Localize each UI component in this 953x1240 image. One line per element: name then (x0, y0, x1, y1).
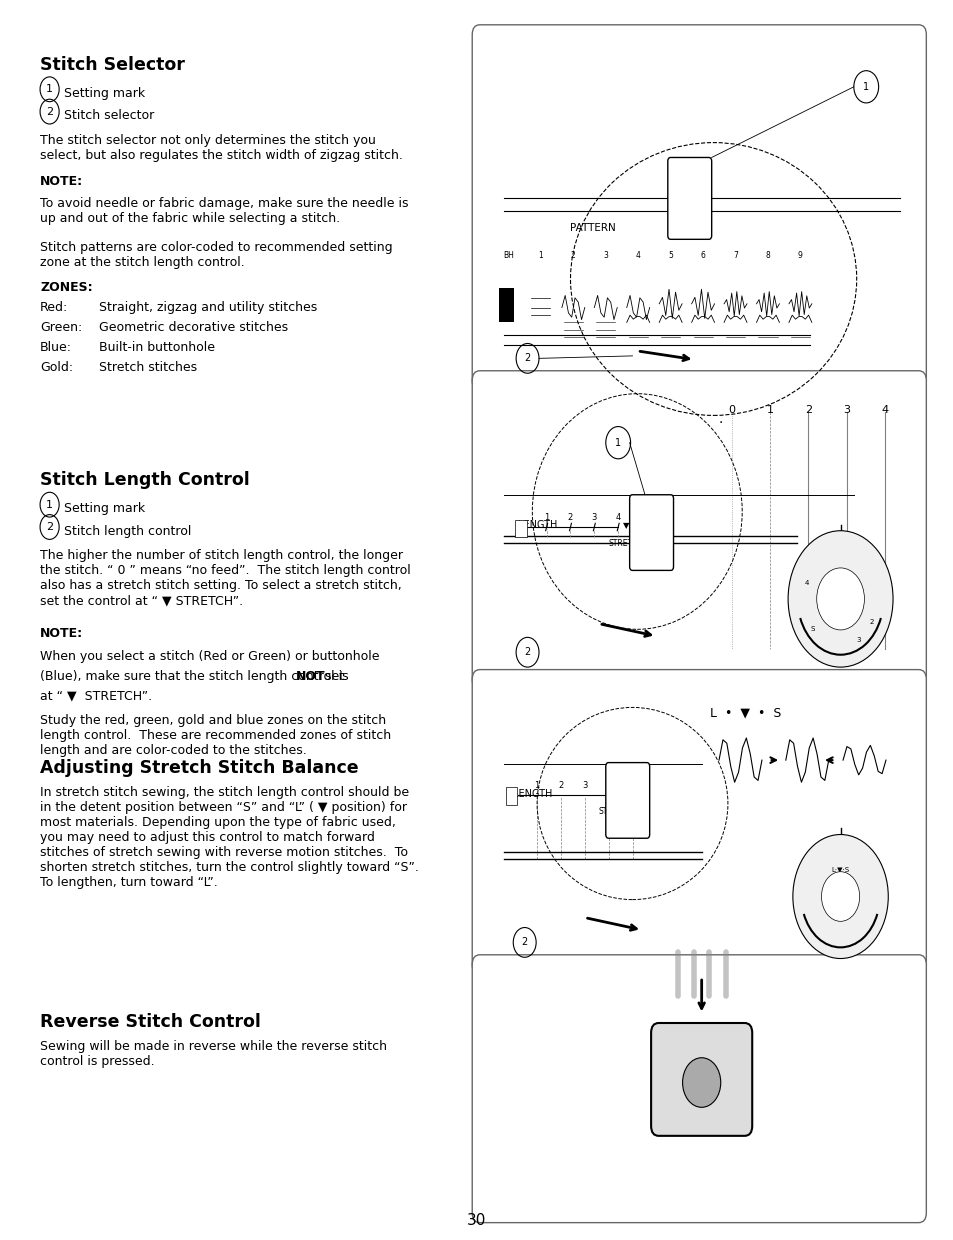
Text: 3: 3 (856, 636, 860, 642)
Text: 3: 3 (581, 781, 587, 790)
Circle shape (681, 1058, 720, 1107)
Text: LENGTH: LENGTH (513, 789, 552, 799)
Text: 0: 0 (519, 522, 525, 532)
Text: STRETCH: STRETCH (598, 807, 633, 816)
Text: The stitch selector not only determines the stitch you
select, but also regulate: The stitch selector not only determines … (40, 134, 402, 162)
FancyBboxPatch shape (472, 955, 925, 1223)
Text: Red:: Red: (40, 301, 69, 314)
Text: 4: 4 (635, 252, 640, 260)
Text: NOT: NOT (295, 670, 325, 682)
Text: 4: 4 (803, 580, 808, 585)
Text: Stretch stitches: Stretch stitches (99, 361, 197, 373)
Text: 2: 2 (869, 620, 873, 625)
Text: 4: 4 (881, 405, 887, 415)
Text: 1: 1 (534, 781, 539, 790)
Text: Stitch length control: Stitch length control (64, 525, 192, 537)
FancyBboxPatch shape (472, 670, 925, 975)
Text: 4: 4 (605, 781, 611, 790)
Text: 30: 30 (467, 1213, 486, 1228)
Text: 2: 2 (571, 252, 575, 260)
Text: 5: 5 (667, 252, 673, 260)
Text: 2: 2 (524, 353, 530, 363)
Text: Sewing will be made in reverse while the reverse stitch
control is pressed.: Sewing will be made in reverse while the… (40, 1040, 387, 1069)
Text: 3: 3 (602, 252, 608, 260)
FancyBboxPatch shape (472, 371, 925, 689)
Bar (515, 520, 526, 537)
Text: Adjusting Stretch Stitch Balance: Adjusting Stretch Stitch Balance (40, 759, 358, 777)
Circle shape (816, 568, 863, 630)
Text: Stitch Selector: Stitch Selector (40, 56, 185, 74)
Text: 4: 4 (615, 513, 620, 522)
Text: 1: 1 (766, 405, 773, 415)
Text: S: S (810, 626, 814, 632)
Text: 1: 1 (615, 438, 620, 448)
FancyBboxPatch shape (629, 495, 673, 570)
Text: 1: 1 (862, 82, 868, 92)
Text: 2: 2 (567, 513, 573, 522)
Bar (498, 288, 514, 322)
Text: ZONES:: ZONES: (40, 281, 92, 294)
Text: Setting mark: Setting mark (64, 502, 145, 515)
Text: Geometric decorative stitches: Geometric decorative stitches (99, 321, 288, 334)
Text: 2: 2 (521, 937, 527, 947)
Text: NOTE:: NOTE: (40, 175, 83, 187)
Text: at “ ▼  STRETCH”.: at “ ▼ STRETCH”. (40, 689, 152, 702)
Text: 7: 7 (732, 252, 738, 260)
Text: Green:: Green: (40, 321, 82, 334)
Text: 1: 1 (46, 84, 53, 94)
Text: Stitch patterns are color-coded to recommended setting
zone at the stitch length: Stitch patterns are color-coded to recom… (40, 241, 393, 269)
Text: Straight, zigzag and utility stitches: Straight, zigzag and utility stitches (99, 301, 317, 314)
Text: 2: 2 (46, 107, 53, 117)
Text: ▼: ▼ (623, 792, 631, 802)
Text: NOTE:: NOTE: (40, 627, 83, 640)
Text: Setting mark: Setting mark (64, 87, 145, 99)
Text: 2: 2 (648, 528, 654, 538)
Text: ▼: ▼ (622, 521, 628, 531)
Text: 3: 3 (591, 513, 597, 522)
Bar (505, 787, 517, 805)
Text: 2: 2 (524, 647, 530, 657)
Text: BH: BH (502, 252, 514, 260)
Text: To avoid needle or fabric damage, make sure the needle is
up and out of the fabr: To avoid needle or fabric damage, make s… (40, 197, 408, 226)
Text: 2: 2 (46, 522, 53, 532)
FancyBboxPatch shape (472, 25, 925, 391)
Circle shape (821, 872, 859, 921)
Text: Blue:: Blue: (40, 341, 72, 353)
Text: 8: 8 (765, 252, 769, 260)
Circle shape (792, 835, 887, 959)
Text: In stretch stitch sewing, the stitch length control should be
in the detent posi: In stretch stitch sewing, the stitch len… (40, 786, 418, 889)
Text: 3: 3 (842, 405, 849, 415)
Text: 1: 1 (46, 500, 53, 510)
Text: Reverse Stitch Control: Reverse Stitch Control (40, 1013, 261, 1032)
Text: set: set (321, 670, 344, 682)
Text: .: . (718, 412, 722, 425)
Text: 9: 9 (797, 252, 802, 260)
Text: Stitch Length Control: Stitch Length Control (40, 471, 250, 490)
Text: L  •  ▼  •  S: L • ▼ • S (710, 707, 781, 719)
Text: 1: 1 (538, 252, 542, 260)
Text: Gold:: Gold: (40, 361, 73, 373)
Text: STRETCH: STRETCH (608, 539, 642, 548)
FancyBboxPatch shape (667, 157, 711, 239)
Text: L·▼·S: L·▼·S (831, 867, 849, 872)
Text: Built-in buttonhole: Built-in buttonhole (99, 341, 215, 353)
FancyBboxPatch shape (605, 763, 649, 838)
Text: 2: 2 (804, 405, 811, 415)
Text: 2: 2 (558, 781, 563, 790)
Text: Study the red, green, gold and blue zones on the stitch
length control.  These a: Study the red, green, gold and blue zone… (40, 714, 391, 758)
Text: LENGTH: LENGTH (517, 520, 557, 529)
Text: 6: 6 (700, 252, 705, 260)
Text: 0: 0 (510, 790, 516, 800)
Text: The higher the number of stitch length control, the longer
the stitch. “ 0 ” mea: The higher the number of stitch length c… (40, 549, 411, 608)
Text: 1: 1 (543, 513, 549, 522)
Text: Stitch selector: Stitch selector (64, 109, 154, 122)
Text: ▼: ▼ (615, 789, 620, 799)
Text: (Blue), make sure that the stitch length control is: (Blue), make sure that the stitch length… (40, 670, 353, 682)
FancyBboxPatch shape (650, 1023, 751, 1136)
Text: PATTERN: PATTERN (570, 223, 616, 233)
Text: 0: 0 (728, 405, 735, 415)
Circle shape (787, 531, 892, 667)
Text: When you select a stitch (Red or Green) or buttonhole: When you select a stitch (Red or Green) … (40, 650, 379, 662)
